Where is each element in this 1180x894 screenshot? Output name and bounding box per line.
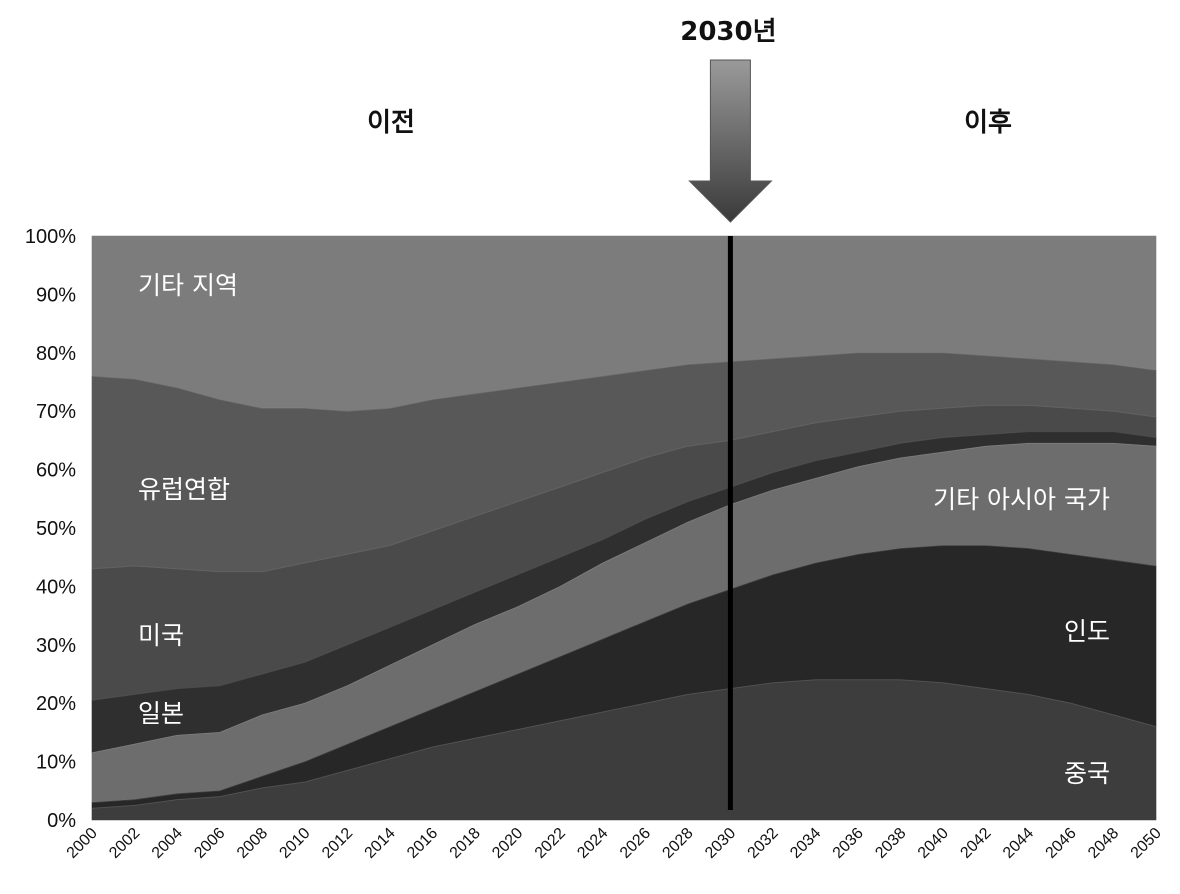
x-tick-label: 2020 xyxy=(489,825,526,862)
area-series-0 xyxy=(91,679,1157,821)
y-tick-label: 80% xyxy=(36,343,76,365)
y-tick-label: 60% xyxy=(36,460,76,482)
x-tick-label: 2022 xyxy=(532,825,569,862)
boundary-line xyxy=(91,404,1157,573)
series-label: 기타 지역 xyxy=(138,271,238,300)
x-tick-label: 2006 xyxy=(191,825,228,862)
x-tick-label: 2044 xyxy=(1000,825,1037,862)
x-tick-label: 2014 xyxy=(362,825,399,862)
x-tick-label: 2040 xyxy=(915,825,952,862)
series-label: 인도 xyxy=(1064,617,1110,646)
x-tick-label: 2034 xyxy=(787,825,824,862)
boundary-line xyxy=(91,442,1157,754)
x-tick-label: 2050 xyxy=(1128,825,1165,862)
y-tick-label: 0% xyxy=(47,810,76,832)
y-tick-label: 90% xyxy=(36,284,76,306)
series-label: 기타 아시아 국가 xyxy=(933,485,1110,514)
after-label: 이후 xyxy=(964,108,1012,138)
x-tick-label: 2024 xyxy=(574,825,611,862)
x-tick-label: 2026 xyxy=(617,825,654,862)
x-tick-label: 2008 xyxy=(234,825,271,862)
before-label: 이전 xyxy=(367,108,415,138)
x-tick-label: 2028 xyxy=(659,825,696,862)
x-tick-label: 2016 xyxy=(404,825,441,862)
y-tick-label: 10% xyxy=(36,752,76,774)
y-tick-label: 70% xyxy=(36,401,76,423)
y-tick-label: 30% xyxy=(36,635,76,657)
boundary-line xyxy=(91,352,1157,412)
annotation-year-label: 2030년 xyxy=(680,17,776,47)
down-arrow-icon xyxy=(688,59,773,223)
x-tick-label: 2046 xyxy=(1043,825,1080,862)
boundary-line xyxy=(91,545,1157,803)
series-label: 일본 xyxy=(138,699,184,728)
boundary-line xyxy=(91,679,1157,809)
x-tick-label: 2036 xyxy=(830,825,867,862)
x-tick-label: 2048 xyxy=(1085,825,1122,862)
series-label: 미국 xyxy=(138,621,184,650)
y-tick-label: 40% xyxy=(36,576,76,598)
y-tick-label: 20% xyxy=(36,693,76,715)
y-tick-label: 100% xyxy=(25,226,76,248)
x-tick-label: 2018 xyxy=(447,825,484,862)
y-tick-label: 50% xyxy=(36,518,76,540)
x-tick-label: 2012 xyxy=(319,825,356,862)
x-tick-label: 2038 xyxy=(872,825,909,862)
x-tick-label: 2002 xyxy=(106,825,143,862)
series-label: 유럽연합 xyxy=(138,475,230,504)
boundary-line xyxy=(91,431,1157,701)
x-tick-label: 2030 xyxy=(702,825,739,862)
series-label: 중국 xyxy=(1064,759,1110,788)
x-tick-label: 2004 xyxy=(149,825,186,862)
x-tick-label: 2032 xyxy=(745,825,782,862)
x-tick-label: 2010 xyxy=(276,825,313,862)
x-tick-label: 2042 xyxy=(957,825,994,862)
